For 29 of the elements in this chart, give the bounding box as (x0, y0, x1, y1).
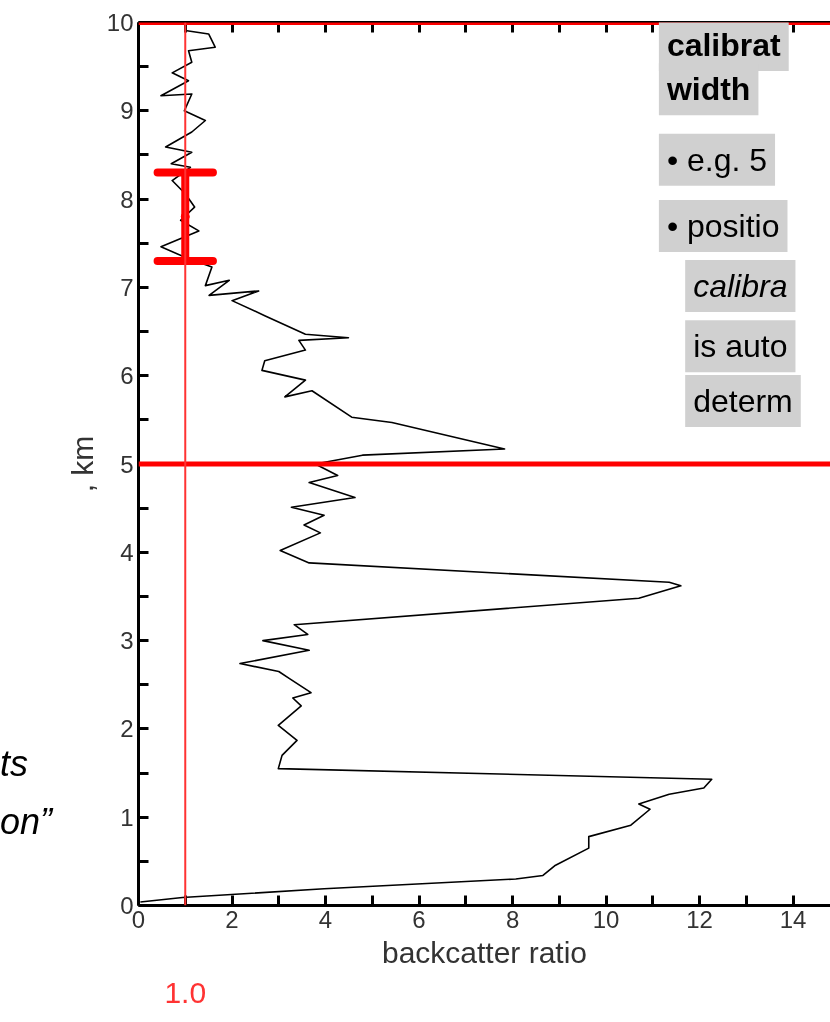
y-tick-label: 5 (120, 450, 134, 478)
annotation: • positio (666, 208, 780, 245)
annotation: is auto (693, 328, 788, 365)
x-tick-label: 12 (686, 905, 713, 933)
annotation: width (665, 71, 751, 108)
x-tick-label: 4 (318, 905, 333, 933)
y-tick-label: 1 (120, 803, 134, 831)
x-tick-label: 8 (505, 905, 520, 933)
y-tick-label: 8 (120, 185, 134, 213)
y-tick-label: 9 (120, 97, 134, 125)
y-axis-title: , km (65, 435, 99, 493)
annotation: determ (693, 382, 793, 419)
text: ts (0, 742, 29, 786)
y-tick-label: 2 (120, 715, 134, 743)
x-tick-label: 2 (225, 905, 239, 933)
y-tick-label: 4 (120, 538, 134, 566)
x-axis-title: backcatter ratio (381, 935, 588, 969)
y-tick-label: 10 (106, 9, 134, 36)
y-tick-label: 3 (120, 627, 134, 655)
x-tick-label: 6 (412, 905, 426, 933)
x-tick-label: 10 (592, 905, 620, 933)
ref-line-label: 1.0 (164, 975, 207, 1009)
y-tick-label: 6 (120, 362, 134, 390)
annotation: • e.g. 5 (666, 141, 768, 178)
annotation: calibrat (666, 27, 782, 64)
y-tick-label: 7 (120, 273, 134, 301)
text: on” (0, 800, 53, 844)
annotation: calibra (693, 268, 788, 305)
x-tick-label: 14 (779, 905, 807, 933)
